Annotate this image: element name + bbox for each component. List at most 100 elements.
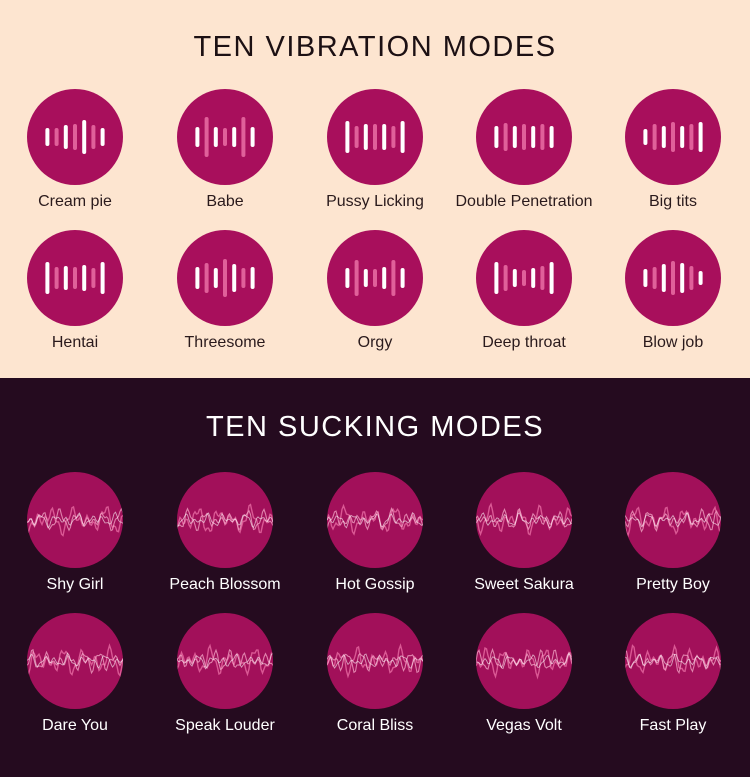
vibration-bar bbox=[661, 264, 666, 292]
vibration-bar bbox=[63, 266, 68, 290]
mode-label: Babe bbox=[206, 193, 244, 210]
vibration-bar bbox=[698, 122, 703, 152]
vibration-bars-icon bbox=[27, 89, 123, 185]
vibration-bar bbox=[91, 268, 96, 288]
vibration-bar bbox=[494, 262, 499, 294]
waveform-icon bbox=[27, 472, 123, 568]
waveform-line bbox=[476, 647, 572, 670]
vibration-bar bbox=[540, 124, 545, 150]
vibration-bar bbox=[391, 260, 396, 296]
vibration-mode-orgy[interactable]: Orgy bbox=[300, 230, 450, 360]
waveform-line bbox=[476, 507, 572, 531]
vibration-bar bbox=[549, 126, 554, 148]
waveform-line bbox=[27, 511, 123, 529]
vibration-bar bbox=[354, 260, 359, 296]
waveform-icon bbox=[177, 472, 273, 568]
vibration-mode-threesome[interactable]: Threesome bbox=[150, 230, 300, 360]
waveform-icon bbox=[625, 472, 721, 568]
vibration-mode-deep-throat[interactable]: Deep throat bbox=[449, 230, 599, 360]
vibration-bar bbox=[195, 267, 200, 289]
waveform-line bbox=[177, 648, 273, 671]
sucking-mode-hot-gossip[interactable]: Hot Gossip bbox=[300, 472, 450, 602]
waveform-line bbox=[27, 505, 123, 537]
vibration-bar bbox=[503, 265, 508, 291]
vibration-row-1: Cream pie Babe Pussy Licking Double Pene… bbox=[0, 89, 750, 219]
waveform-icon bbox=[177, 613, 273, 709]
sucking-mode-coral-bliss[interactable]: Coral Bliss bbox=[300, 613, 450, 743]
vibration-bar bbox=[549, 262, 554, 294]
vibration-bar bbox=[213, 268, 218, 288]
vibration-bar bbox=[45, 262, 50, 294]
vibration-bar bbox=[531, 126, 536, 148]
vibration-bar bbox=[400, 268, 405, 288]
vibration-bar bbox=[100, 262, 105, 294]
vibration-bar bbox=[391, 126, 396, 148]
vibration-bar bbox=[223, 259, 227, 297]
waveform-line bbox=[27, 507, 123, 532]
vibration-bar bbox=[204, 263, 209, 293]
vibration-bars-icon bbox=[327, 230, 423, 326]
mode-label: Shy Girl bbox=[46, 576, 104, 593]
sucking-heading: TEN SUCKING MODES bbox=[205, 411, 545, 443]
vibration-mode-pussy-licking[interactable]: Pussy Licking bbox=[300, 89, 450, 219]
sucking-mode-peach-blossom[interactable]: Peach Blossom bbox=[150, 472, 300, 602]
vibration-mode-cream-pie[interactable]: Cream pie bbox=[0, 89, 150, 219]
vibration-bar bbox=[73, 267, 77, 289]
vibration-bar bbox=[680, 263, 685, 293]
waveform-line bbox=[476, 502, 572, 537]
waveform-line bbox=[27, 643, 123, 678]
waveform-line bbox=[327, 653, 423, 669]
vibration-bar bbox=[689, 266, 694, 290]
sucking-mode-pretty-boy[interactable]: Pretty Boy bbox=[598, 472, 748, 602]
mode-label: Big tits bbox=[648, 193, 697, 210]
vibration-mode-double-penetration[interactable]: Double Penetration bbox=[449, 89, 599, 219]
vibration-bar bbox=[643, 269, 648, 287]
vibration-mode-big-tits[interactable]: Big tits bbox=[598, 89, 748, 219]
vibration-bars-icon bbox=[177, 89, 273, 185]
vibration-bar bbox=[345, 268, 350, 288]
vibration-bar bbox=[363, 124, 368, 150]
sucking-mode-speak-louder[interactable]: Speak Louder bbox=[150, 613, 300, 743]
vibration-bar bbox=[643, 129, 648, 145]
vibration-bar bbox=[241, 117, 246, 157]
vibration-bar bbox=[373, 269, 377, 287]
vibration-bar bbox=[73, 124, 77, 150]
vibration-mode-hentai[interactable]: Hentai bbox=[0, 230, 150, 360]
mode-label: Pussy Licking bbox=[326, 193, 424, 210]
vibration-bar bbox=[652, 267, 657, 289]
vibration-bar bbox=[82, 265, 87, 291]
vibration-heading: TEN VIBRATION MODES bbox=[193, 31, 557, 63]
waveform-line bbox=[625, 512, 721, 528]
waveform-line bbox=[177, 507, 273, 532]
vibration-bar bbox=[671, 122, 675, 152]
sucking-mode-vegas-volt[interactable]: Vegas Volt bbox=[449, 613, 599, 743]
vibration-bar bbox=[45, 128, 50, 146]
waveform-icon bbox=[327, 613, 423, 709]
waveform-line bbox=[27, 652, 123, 669]
mode-label: Deep throat bbox=[482, 334, 566, 351]
vibration-bar bbox=[241, 268, 246, 288]
vibration-bar bbox=[680, 126, 685, 148]
waveform-icon bbox=[476, 472, 572, 568]
vibration-bar bbox=[652, 124, 657, 150]
vibration-bars-icon bbox=[625, 230, 721, 326]
waveform-line bbox=[476, 512, 572, 529]
sucking-mode-dare-you[interactable]: Dare You bbox=[0, 613, 150, 743]
waveform-line bbox=[625, 507, 721, 533]
sucking-row-2: Dare You Speak Louder Coral Bliss Vegas … bbox=[0, 613, 750, 743]
vibration-bar bbox=[373, 124, 377, 150]
sucking-mode-sweet-sakura[interactable]: Sweet Sakura bbox=[449, 472, 599, 602]
mode-label: Threesome bbox=[184, 334, 266, 351]
mode-label: Blow job bbox=[642, 334, 704, 351]
waveform-line bbox=[625, 505, 721, 538]
vibration-bar bbox=[195, 127, 200, 147]
sucking-mode-shy-girl[interactable]: Shy Girl bbox=[0, 472, 150, 602]
vibration-mode-blow-job[interactable]: Blow job bbox=[598, 230, 748, 360]
vibration-bar bbox=[223, 128, 227, 146]
vibration-mode-babe[interactable]: Babe bbox=[150, 89, 300, 219]
vibration-bar bbox=[382, 267, 387, 289]
mode-label: Pretty Boy bbox=[636, 576, 710, 593]
vibration-bar bbox=[63, 125, 68, 149]
waveform-line bbox=[476, 652, 572, 670]
sucking-mode-fast-play[interactable]: Fast Play bbox=[598, 613, 748, 743]
